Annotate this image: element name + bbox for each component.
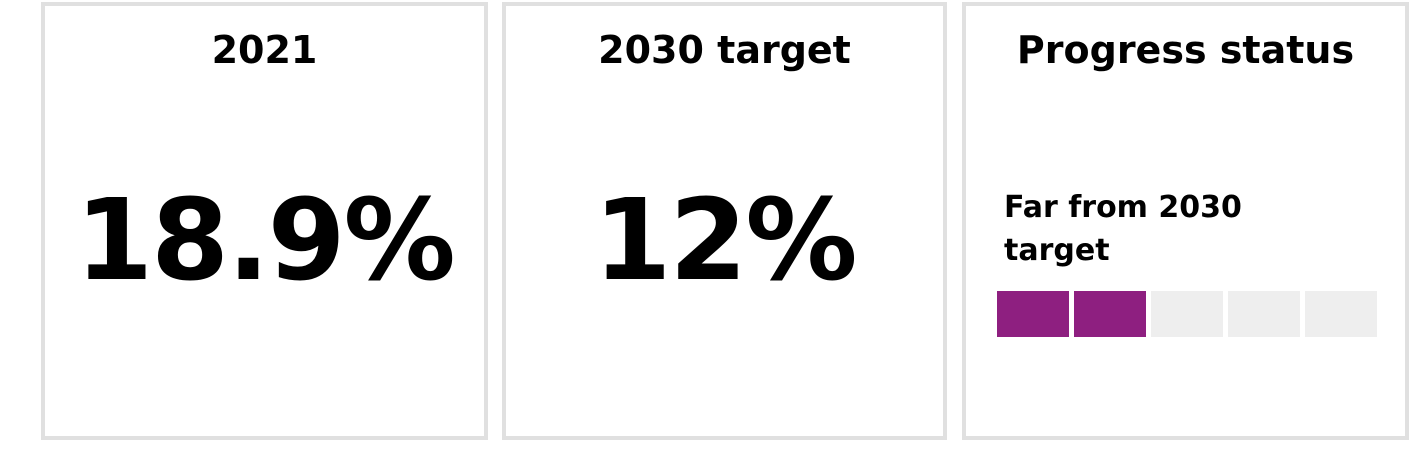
progress-segment-empty [1228,291,1300,337]
progress-status-card: Progress status Far from 2030 target [962,2,1409,440]
progress-segment-filled [997,291,1069,337]
progress-segment-empty [1151,291,1223,337]
year-2021-card: 2021 18.9% [41,2,488,440]
card-title-progress: Progress status [1016,28,1355,72]
progress-segment-filled [1074,291,1146,337]
value-target: 12% [593,176,857,306]
value-2021: 18.9% [75,176,456,306]
card-title-2021: 2021 [211,28,318,72]
progress-bar [997,291,1377,337]
card-title-target: 2030 target [598,28,851,72]
progress-segment-empty [1305,291,1377,337]
status-label: Far from 2030 target [1004,190,1242,268]
target-2030-card: 2030 target 12% [502,2,947,440]
